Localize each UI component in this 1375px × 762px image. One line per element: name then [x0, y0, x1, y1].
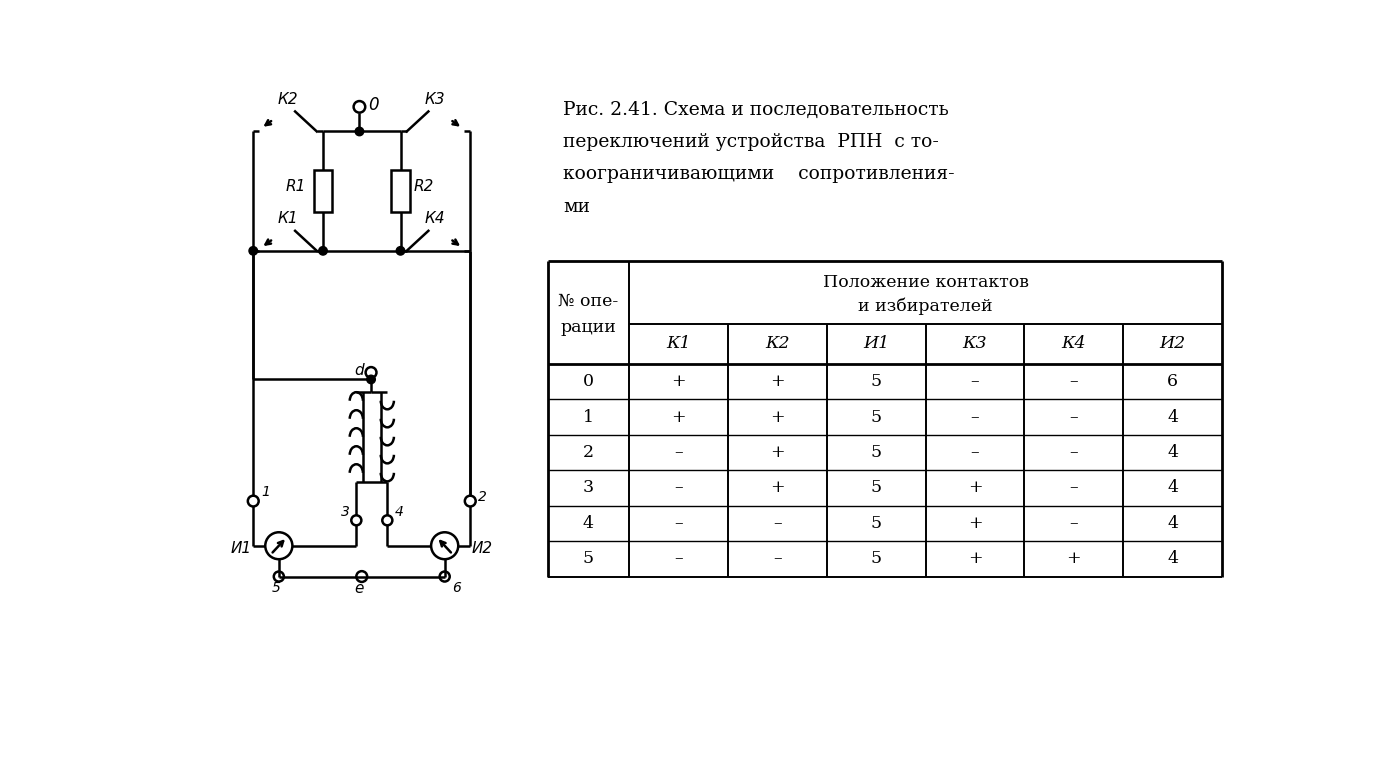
Text: К4: К4 [1062, 335, 1086, 353]
Text: R1: R1 [286, 179, 307, 194]
Text: 4: 4 [1167, 479, 1178, 497]
Text: –: – [971, 408, 979, 426]
Text: К2: К2 [765, 335, 789, 353]
Text: и избирателей: и избирателей [858, 297, 993, 315]
Text: 5: 5 [870, 444, 881, 461]
Text: –: – [1070, 515, 1078, 532]
Text: К3: К3 [425, 92, 446, 107]
Text: И2: И2 [472, 541, 492, 556]
Text: 5: 5 [870, 479, 881, 497]
Text: 5: 5 [870, 515, 881, 532]
Text: +: + [770, 373, 785, 390]
Text: d: d [353, 363, 363, 378]
Text: +: + [770, 408, 785, 426]
Text: 4: 4 [1167, 444, 1178, 461]
Text: +: + [671, 408, 686, 426]
Text: +: + [968, 479, 982, 497]
Text: e: e [353, 581, 363, 597]
Text: ми: ми [564, 197, 590, 216]
Text: рации: рации [561, 319, 616, 336]
Text: 0: 0 [368, 95, 378, 114]
Text: переключений устройства  РПН  с то-: переключений устройства РПН с то- [564, 133, 939, 151]
Text: 3: 3 [341, 504, 349, 519]
Text: 6: 6 [1167, 373, 1178, 390]
Text: +: + [1067, 550, 1081, 568]
Text: 2: 2 [478, 490, 487, 504]
Text: 5: 5 [870, 373, 881, 390]
Text: 1: 1 [261, 485, 270, 499]
Text: И1: И1 [231, 541, 252, 556]
Circle shape [249, 247, 257, 255]
Text: 6: 6 [452, 581, 461, 595]
Text: –: – [773, 515, 781, 532]
Text: +: + [968, 515, 982, 532]
Text: 5: 5 [870, 550, 881, 568]
Text: –: – [674, 479, 683, 497]
Text: –: – [674, 515, 683, 532]
Text: 5: 5 [271, 581, 280, 595]
Text: –: – [1070, 373, 1078, 390]
Text: –: – [674, 550, 683, 568]
Text: 5: 5 [583, 550, 594, 568]
Text: 3: 3 [583, 479, 594, 497]
Text: К4: К4 [425, 211, 446, 226]
Circle shape [355, 127, 363, 136]
Circle shape [367, 375, 375, 383]
Text: И1: И1 [864, 335, 890, 353]
Text: –: – [971, 444, 979, 461]
Circle shape [319, 247, 327, 255]
Text: –: – [1070, 408, 1078, 426]
Text: коограничивающими    сопротивления-: коограничивающими сопротивления- [564, 165, 954, 184]
Text: Рис. 2.41. Схема и последовательность: Рис. 2.41. Схема и последовательность [564, 101, 949, 119]
Text: 4: 4 [1167, 515, 1178, 532]
Text: Положение контактов: Положение контактов [822, 274, 1028, 291]
Text: 4: 4 [395, 504, 404, 519]
Text: К1: К1 [278, 211, 298, 226]
Text: 5: 5 [870, 408, 881, 426]
Text: И2: И2 [1159, 335, 1185, 353]
Text: –: – [971, 373, 979, 390]
Text: R2: R2 [414, 179, 434, 194]
Circle shape [396, 247, 404, 255]
Text: 2: 2 [583, 444, 594, 461]
Text: 0: 0 [583, 373, 594, 390]
Text: К2: К2 [278, 92, 298, 107]
Text: К1: К1 [667, 335, 690, 353]
Text: +: + [968, 550, 982, 568]
Text: 4: 4 [1167, 408, 1178, 426]
Text: +: + [671, 373, 686, 390]
Text: К3: К3 [962, 335, 987, 353]
Bar [392, 170, 410, 213]
Text: +: + [770, 444, 785, 461]
Text: 4: 4 [583, 515, 594, 532]
Text: –: – [773, 550, 781, 568]
Text: –: – [1070, 444, 1078, 461]
Bar [314, 170, 333, 213]
Text: № опе-: № опе- [558, 293, 619, 310]
Text: –: – [1070, 479, 1078, 497]
Text: –: – [674, 444, 683, 461]
Text: 4: 4 [1167, 550, 1178, 568]
Text: +: + [770, 479, 785, 497]
Text: 1: 1 [583, 408, 594, 426]
